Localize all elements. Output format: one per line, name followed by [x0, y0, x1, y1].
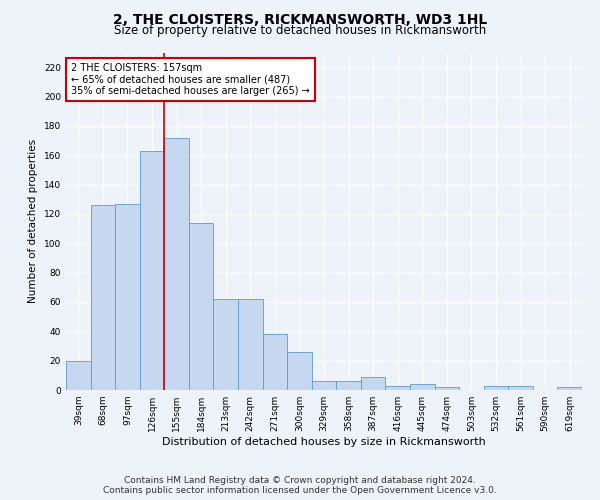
Bar: [312, 381, 336, 390]
Bar: [66, 360, 91, 390]
Bar: [361, 377, 385, 390]
Text: 2, THE CLOISTERS, RICKMANSWORTH, WD3 1HL: 2, THE CLOISTERS, RICKMANSWORTH, WD3 1HL: [113, 12, 487, 26]
Text: Contains HM Land Registry data © Crown copyright and database right 2024.
Contai: Contains HM Land Registry data © Crown c…: [103, 476, 497, 495]
Bar: [287, 352, 312, 390]
X-axis label: Distribution of detached houses by size in Rickmansworth: Distribution of detached houses by size …: [162, 437, 486, 447]
Bar: [336, 381, 361, 390]
Bar: [91, 205, 115, 390]
Bar: [140, 151, 164, 390]
Bar: [410, 384, 434, 390]
Bar: [484, 386, 508, 390]
Bar: [214, 299, 238, 390]
Bar: [164, 138, 189, 390]
Bar: [115, 204, 140, 390]
Bar: [434, 387, 459, 390]
Y-axis label: Number of detached properties: Number of detached properties: [28, 139, 38, 304]
Bar: [263, 334, 287, 390]
Bar: [557, 387, 582, 390]
Bar: [189, 222, 214, 390]
Bar: [238, 299, 263, 390]
Bar: [508, 386, 533, 390]
Bar: [385, 386, 410, 390]
Text: 2 THE CLOISTERS: 157sqm
← 65% of detached houses are smaller (487)
35% of semi-d: 2 THE CLOISTERS: 157sqm ← 65% of detache…: [71, 62, 310, 96]
Text: Size of property relative to detached houses in Rickmansworth: Size of property relative to detached ho…: [114, 24, 486, 37]
